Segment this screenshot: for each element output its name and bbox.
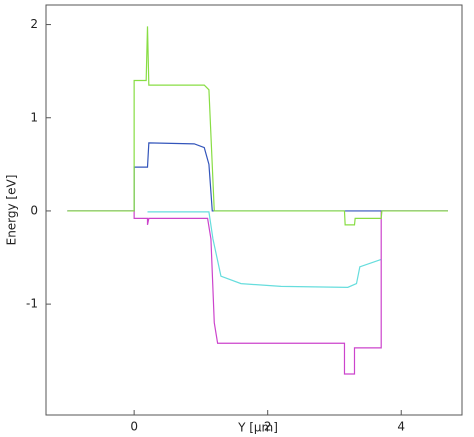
series-line <box>67 26 448 226</box>
series-line <box>67 142 448 212</box>
x-tick-label: 2 <box>264 420 272 434</box>
y-tick-label: 1 <box>30 110 38 124</box>
y-tick-label: 0 <box>30 203 38 217</box>
y-tick-label: 2 <box>30 17 38 31</box>
x-tick-label: 0 <box>130 420 138 434</box>
series-line <box>147 211 382 288</box>
y-tick-label: -1 <box>26 297 38 311</box>
x-axis-label: Y [µm] <box>237 421 278 435</box>
x-tick-label: 4 <box>397 420 405 434</box>
y-axis-label: Energy [eV] <box>5 175 19 246</box>
plot-frame <box>45 4 463 416</box>
series-line <box>67 210 448 375</box>
